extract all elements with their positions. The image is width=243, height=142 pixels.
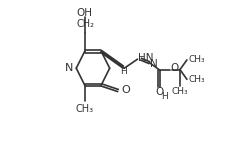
Text: O: O xyxy=(121,85,130,95)
Text: CH₂: CH₂ xyxy=(76,19,94,29)
Text: O: O xyxy=(155,87,163,97)
Text: CH₃: CH₃ xyxy=(188,55,205,64)
Text: CH₃: CH₃ xyxy=(76,104,94,114)
Text: H: H xyxy=(120,67,127,76)
Text: H: H xyxy=(161,92,168,101)
Text: N: N xyxy=(150,59,158,69)
Text: CH₃: CH₃ xyxy=(172,87,188,96)
Text: HN: HN xyxy=(138,54,154,63)
Text: O: O xyxy=(170,63,178,74)
Text: N: N xyxy=(64,63,73,73)
Text: OH: OH xyxy=(77,8,93,18)
Text: CH₃: CH₃ xyxy=(188,75,205,84)
